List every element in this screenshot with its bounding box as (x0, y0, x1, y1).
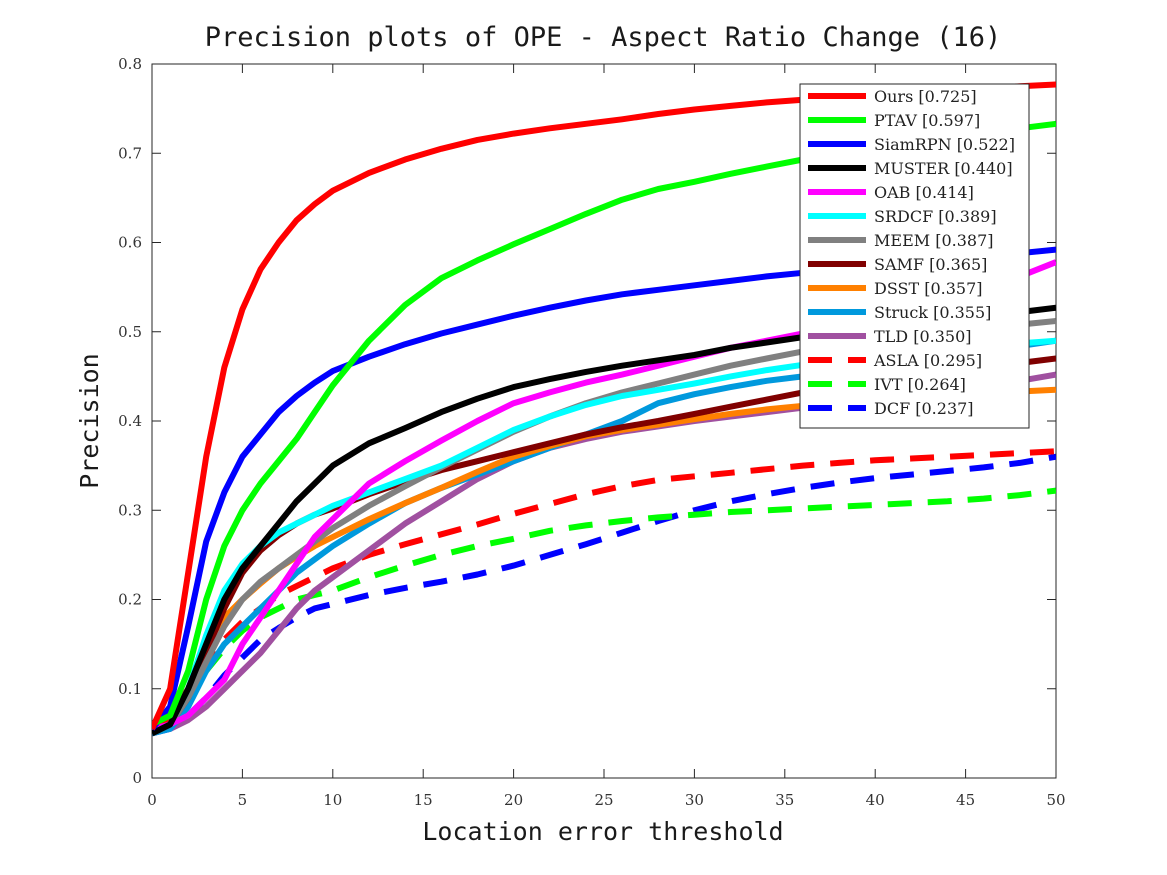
y-tick-label: 0.7 (118, 144, 142, 162)
legend-entry: SRDCF [0.389] (874, 207, 997, 226)
legend-entry: TLD [0.350] (874, 327, 972, 346)
x-tick-label: 0 (147, 791, 157, 809)
y-tick-label: 0.5 (118, 323, 142, 341)
chart-title: Precision plots of OPE - Aspect Ratio Ch… (205, 22, 1002, 53)
x-tick-label: 40 (866, 791, 885, 809)
y-axis-label: Precision (75, 353, 104, 488)
legend: Ours [0.725] PTAV [0.597] SiamRPN [0.522] M… (799, 83, 1030, 429)
x-tick-label: 10 (323, 791, 342, 809)
legend-entry: IVT [0.264] (874, 375, 966, 394)
x-tick-label: 15 (414, 791, 433, 809)
series-line (152, 453, 1056, 737)
y-tick-label: 0.1 (118, 680, 142, 698)
y-tick-label: 0.4 (118, 412, 142, 430)
y-tick-label: 0.6 (118, 234, 142, 252)
y-tick-label: 0.3 (118, 501, 142, 519)
x-tick-label: 45 (956, 791, 975, 809)
legend-entry: DSST [0.357] (874, 279, 983, 298)
x-tick-label: 50 (1046, 791, 1065, 809)
legend-entry: MEEM [0.387] (874, 231, 994, 250)
x-tick-label: 20 (504, 791, 523, 809)
series-line (152, 448, 1056, 736)
legend-entry: Ours [0.725] (874, 87, 977, 106)
y-tick-label: 0.2 (118, 591, 142, 609)
legend-entry: MUSTER [0.440] (874, 159, 1013, 178)
y-tick-label: 0 (132, 769, 142, 787)
legend-entry: PTAV [0.597] (874, 111, 980, 130)
legend-entry: OAB [0.414] (874, 183, 974, 202)
x-tick-label: 5 (238, 791, 248, 809)
x-axis-label: Location error threshold (422, 817, 783, 846)
legend-entry: Struck [0.355] (874, 303, 991, 322)
legend-entry: ASLA [0.295] (873, 351, 982, 370)
legend-entry: SAMF [0.365] (874, 255, 987, 274)
series-line (152, 487, 1056, 732)
legend-entry: DCF [0.237] (874, 399, 974, 418)
legend-entry: SiamRPN [0.522] (874, 135, 1015, 154)
x-tick-label: 30 (685, 791, 704, 809)
y-tick-label: 0.8 (118, 55, 142, 73)
x-tick-label: 25 (594, 791, 613, 809)
x-tick-label: 35 (775, 791, 794, 809)
